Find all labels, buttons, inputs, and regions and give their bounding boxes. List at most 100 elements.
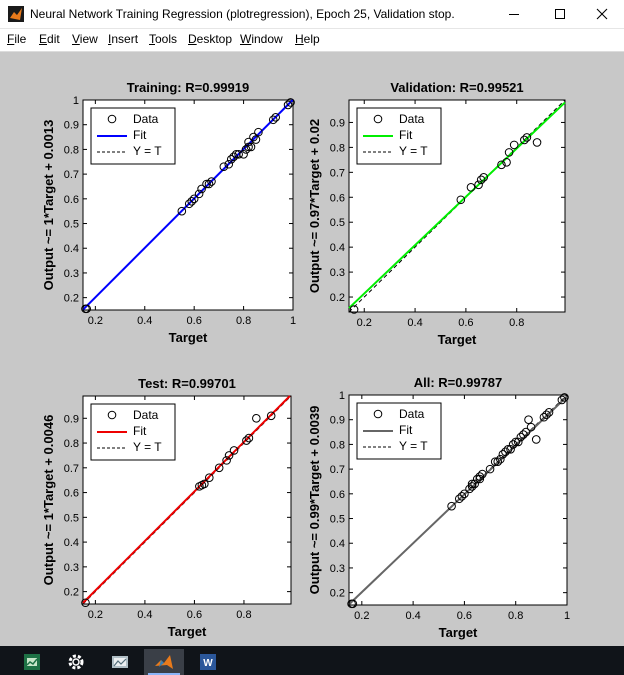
data-point [246,142,256,152]
data-point [476,175,486,185]
regression-plot-1: Training: R=0.99919 Target Output ~= 1*Tar… [41,80,296,345]
data-point [177,206,187,216]
legend-label: Y = T [399,144,428,158]
data-point [242,436,251,445]
data-point [493,457,503,467]
data-point [214,463,224,473]
data-point [465,484,474,494]
close-icon [596,8,608,20]
y-tick-label: 0.2 [330,588,345,600]
data-point [522,133,532,142]
legend-label: Fit [399,423,413,437]
data-point [524,415,533,425]
title-bar: Neural Network Training Regression (plot… [0,0,624,29]
x-axis-label: Target [168,624,207,639]
data-point [204,473,214,483]
y-axis-label: Output ~= 0.97*Target + 0.02 [307,119,322,293]
close-button[interactable] [580,0,624,28]
y-tick-label: 0.6 [64,194,79,206]
y-tick-label: 1 [73,95,79,107]
y-tick-label: 0.3 [64,562,79,574]
x-axis-label: Target [169,330,208,345]
data-point [472,474,482,484]
menu-view[interactable]: View [72,32,98,46]
x-tick-label: 0.2 [357,317,372,329]
data-point [475,472,485,481]
maximize-icon [555,9,565,19]
menu-help[interactable]: Help [295,32,320,46]
data-point [467,479,477,489]
menu-edit[interactable]: Edit [39,32,60,46]
data-point [490,457,500,467]
data-point [456,195,466,205]
legend-label: Data [133,112,159,126]
data-point [244,433,254,443]
matlab-logo-icon [8,6,24,22]
regression-plot-3: Test: R=0.99701 Target Output ~= 1*Target … [41,376,292,639]
taskbar-settings-button[interactable] [56,649,96,675]
y-tick-label: 0.7 [64,169,79,181]
menu-tools[interactable]: Tools [149,32,178,46]
maximize-button[interactable] [538,0,582,28]
menu-desktop[interactable]: Desktop [188,32,233,46]
data-point [81,598,90,608]
taskbar-image-viewer-button[interactable] [100,649,140,675]
data-point [479,173,488,182]
data-point [286,98,295,107]
data-point [496,454,505,464]
data-point [224,451,234,460]
legend-label: Y = T [399,439,428,453]
legend-label: Y = T [133,144,162,158]
menu-window[interactable]: Window [240,32,283,46]
x-axis-label: Target [439,625,478,640]
image-viewer-app-icon [112,656,128,668]
taskbar-matlab-button[interactable] [144,649,184,675]
legend-data-marker [373,409,383,419]
menu-insert[interactable]: Insert [108,32,139,46]
data-point [222,456,231,465]
x-tick-label: 0.8 [236,609,251,621]
y-tick-label: 0.8 [330,439,345,451]
data-point [497,160,506,170]
y-tick-label: 0.8 [64,438,79,450]
y-axis-label: Output ~= 1*Target + 0.0013 [41,120,56,291]
y-tick-label: 1 [339,390,345,402]
legend-data-marker [107,410,117,420]
x-tick-label: 0.2 [354,610,369,622]
y-tick-label: 0.5 [330,217,345,229]
legend-data-marker [373,114,383,124]
fit-line [82,395,291,604]
data-point [526,422,536,432]
data-point [532,138,542,147]
legend: Data Fit Y = T [356,107,442,165]
minimize-button[interactable] [492,0,536,28]
taskbar-word-button[interactable]: W [188,649,228,675]
y-tick-label: 0.6 [330,192,345,204]
data-point [506,445,515,454]
x-tick-label: 0.2 [88,315,103,327]
data-point [202,179,211,189]
menu-file[interactable]: File [7,32,27,46]
spreadsheet-app-icon [24,654,40,670]
y-tick-label: 0.4 [64,243,79,255]
data-point [467,482,477,491]
data-point [454,494,464,504]
data-point [475,474,485,484]
taskbar: W [0,646,624,675]
y-tick-label: 0.6 [330,489,345,501]
y-tick-label: 0.7 [330,167,345,179]
taskbar-spreadsheet-button[interactable] [12,649,52,675]
data-point [498,449,508,459]
x-tick-label: 0.8 [236,315,251,327]
regression-plot-2: Validation: R=0.99521 Target Output ~= 0.9… [307,80,566,347]
y-tick-label: 0.9 [64,413,79,425]
y-tick-label: 0.9 [64,120,79,132]
y-tick-label: 0.5 [330,514,345,526]
y-tick-label: 0.3 [330,267,345,279]
data-point [348,599,358,609]
data-point [478,469,487,479]
y-tick-label: 0.7 [330,464,345,476]
x-tick-label: 0.6 [187,609,202,621]
data-point [207,177,216,186]
data-point [504,148,514,157]
